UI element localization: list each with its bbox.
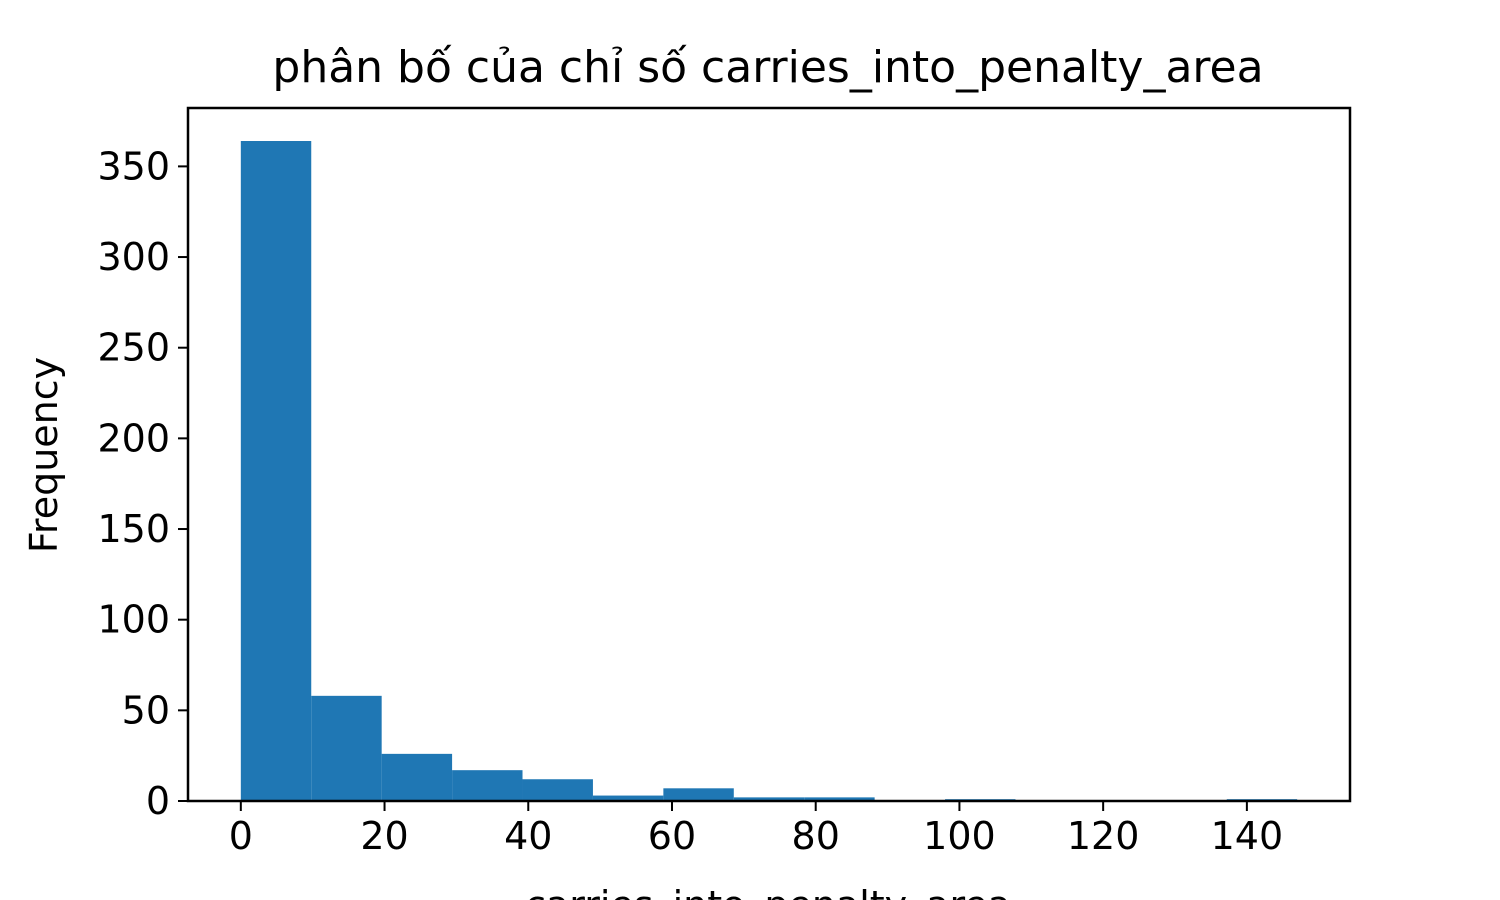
x-tick-label: 20 (360, 814, 408, 858)
histogram-bar (381, 753, 453, 801)
y-tick-label: 300 (97, 235, 170, 279)
histogram-bar (663, 788, 734, 801)
histogram-bar (452, 770, 523, 801)
x-tick-label: 60 (648, 814, 696, 858)
y-tick-label: 200 (97, 416, 170, 460)
y-tick-label: 150 (97, 507, 170, 551)
histogram-bar (311, 695, 382, 801)
x-tick-label: 140 (1211, 814, 1284, 858)
chart-title: phân bố của chỉ số carries_into_penalty_… (272, 42, 1263, 93)
histogram-bar (804, 797, 875, 801)
y-tick-label: 50 (122, 688, 170, 732)
y-tick-label: 350 (97, 144, 170, 188)
x-tick-label: 100 (923, 814, 996, 858)
x-tick-label: 0 (229, 814, 253, 858)
x-tick-label: 40 (504, 814, 552, 858)
y-tick-label: 0 (146, 779, 170, 823)
histogram-bar (592, 795, 664, 801)
histogram-bar (522, 779, 593, 801)
y-tick-label: 100 (97, 598, 170, 642)
y-axis-label: Frequency (22, 357, 66, 553)
histogram-bars (240, 141, 1298, 801)
x-tick-label: 120 (1067, 814, 1140, 858)
histogram-bar (733, 797, 805, 801)
plot-frame (186, 106, 1352, 803)
y-axis-ticks: 0 50 100 150 200 250 300 350 (97, 144, 188, 823)
x-axis-label: carries_into_penalty_area (525, 883, 1011, 900)
x-tick-label: 80 (792, 814, 840, 858)
histogram-bar (240, 141, 312, 801)
x-axis-ticks: 0 20 40 60 80 100 120 140 (229, 801, 1283, 858)
y-tick-label: 250 (97, 326, 170, 370)
